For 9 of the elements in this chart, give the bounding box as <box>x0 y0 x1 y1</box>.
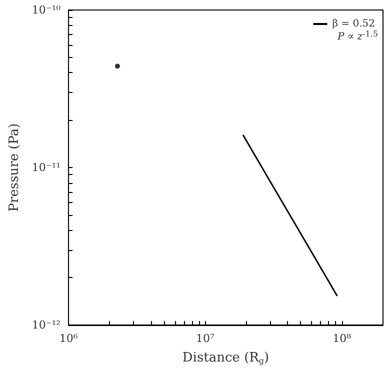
y-axis-title: Pressure (Pa) <box>7 123 22 212</box>
x-tick-label: 10⁶ <box>59 332 78 345</box>
y-tick-label: 10⁻¹² <box>32 318 61 332</box>
x-tick-label: 10⁸ <box>332 332 352 345</box>
legend-label: β = 0.52 <box>332 18 376 30</box>
x-tick-label: 10⁷ <box>196 332 215 345</box>
y-tick-label: 10⁻¹⁰ <box>32 4 62 16</box>
x-axis-title: Distance (Rg) <box>182 350 270 366</box>
y-tick-label: 10⁻¹¹ <box>32 161 61 174</box>
